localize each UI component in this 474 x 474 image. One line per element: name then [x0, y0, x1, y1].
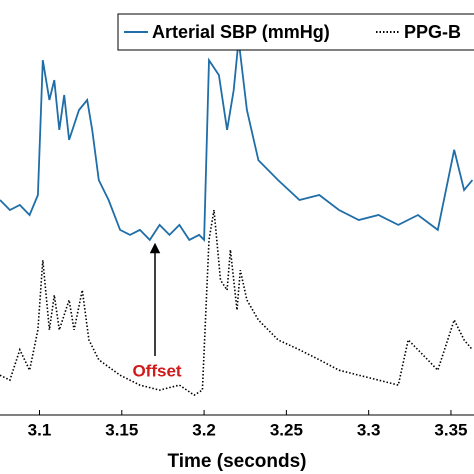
annotation: Offset: [132, 361, 181, 380]
x-tick-label: 3.25: [270, 420, 303, 439]
x-tick-label: 3.15: [105, 420, 138, 439]
x-tick-label: 3.2: [192, 420, 216, 439]
series-line: [0, 209, 474, 397]
series-line: [0, 39, 474, 243]
x-tick-label: 3.35: [434, 420, 467, 439]
x-tick-label: 3.3: [357, 420, 381, 439]
legend-label: Arterial SBP (mmHg): [152, 22, 330, 42]
legend-label: PPG-B: [404, 22, 461, 42]
x-tick-label: 3.1: [28, 420, 52, 439]
legend-box: [117, 13, 474, 51]
x-axis-label: Time (seconds): [167, 451, 306, 472]
